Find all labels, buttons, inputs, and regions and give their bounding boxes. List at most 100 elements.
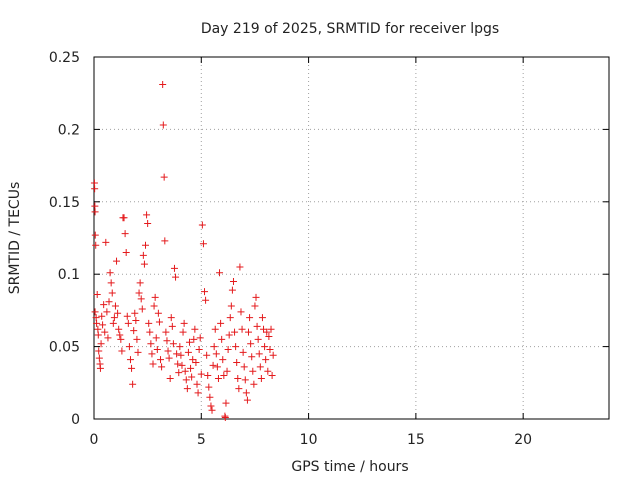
data-point-100 <box>185 338 193 346</box>
data-point-165 <box>254 335 262 343</box>
data-point-104 <box>190 335 198 343</box>
data-point-54 <box>137 295 145 303</box>
data-point-53 <box>136 279 144 287</box>
grid <box>94 57 609 419</box>
data-point-39 <box>121 230 129 238</box>
data-point-86 <box>170 264 178 272</box>
data-point-118 <box>205 383 213 391</box>
y-tick-label-3: 0.15 <box>49 195 80 211</box>
data-point-83 <box>167 314 175 322</box>
axis-ticks: 0 5 10 15 20 0 0.05 0.1 0.15 0.2 0.25 <box>49 50 609 448</box>
data-point-15 <box>96 364 104 372</box>
data-point-138 <box>225 331 233 339</box>
data-point-13 <box>95 354 103 362</box>
data-point-112 <box>198 221 206 229</box>
data-point-146 <box>234 374 242 382</box>
data-point-36 <box>118 347 126 355</box>
data-point-5 <box>92 241 100 249</box>
y-tick-label-0: 0 <box>71 412 80 428</box>
data-point-21 <box>102 238 110 246</box>
data-point-98 <box>183 385 191 393</box>
data-point-115 <box>202 296 210 304</box>
data-point-18 <box>99 321 107 329</box>
data-point-172 <box>262 356 270 364</box>
data-point-77 <box>161 237 169 245</box>
data-point-22 <box>103 308 111 316</box>
data-point-32 <box>114 309 122 317</box>
data-point-122 <box>209 361 217 369</box>
data-point-25 <box>106 269 114 277</box>
data-point-6 <box>91 308 99 316</box>
y-axis-label: SRMTID / TECUs <box>7 182 23 295</box>
data-point-17 <box>98 312 106 320</box>
data-point-48 <box>131 309 139 317</box>
data-point-168 <box>257 374 265 382</box>
data-point-27 <box>108 289 116 297</box>
data-point-51 <box>134 348 142 356</box>
data-point-79 <box>163 337 171 345</box>
data-point-91 <box>176 343 184 351</box>
data-point-64 <box>148 350 156 358</box>
data-point-142 <box>229 277 237 285</box>
data-point-117 <box>204 372 212 380</box>
data-point-19 <box>100 301 108 309</box>
data-point-161 <box>250 380 258 388</box>
data-point-92 <box>177 351 185 359</box>
data-point-103 <box>189 356 197 364</box>
data-point-26 <box>107 279 115 287</box>
data-point-102 <box>188 373 196 381</box>
data-point-147 <box>235 385 243 393</box>
data-point-169 <box>258 314 266 322</box>
data-point-44 <box>126 356 134 364</box>
x-tick-label-2: 10 <box>300 432 318 448</box>
data-point-158 <box>247 340 255 348</box>
data-point-125 <box>212 350 220 358</box>
data-point-9 <box>93 290 101 298</box>
y-tick-label-1: 0.05 <box>49 340 80 356</box>
data-point-113 <box>199 240 207 248</box>
data-point-139 <box>226 314 234 322</box>
data-point-157 <box>246 314 254 322</box>
data-point-3 <box>91 208 99 216</box>
data-point-130 <box>218 335 226 343</box>
data-point-4 <box>91 231 99 239</box>
data-point-153 <box>241 376 249 384</box>
data-point-94 <box>179 328 187 336</box>
data-point-116 <box>203 351 211 359</box>
data-point-43 <box>125 343 133 351</box>
data-point-45 <box>128 364 136 372</box>
data-point-41 <box>123 312 131 320</box>
data-point-137 <box>224 345 232 353</box>
data-point-49 <box>132 317 140 325</box>
data-point-81 <box>165 354 173 362</box>
data-point-148 <box>236 263 244 271</box>
data-point-152 <box>240 363 248 371</box>
x-tick-label-4: 20 <box>514 432 532 448</box>
data-point-140 <box>227 302 235 310</box>
data-point-55 <box>138 305 146 313</box>
data-point-46 <box>129 380 137 388</box>
data-point-95 <box>180 319 188 327</box>
data-point-171 <box>261 343 269 351</box>
data-point-60 <box>144 220 152 228</box>
data-point-59 <box>143 211 151 219</box>
data-point-34 <box>116 331 124 339</box>
data-point-74 <box>159 81 167 89</box>
data-point-84 <box>168 322 176 330</box>
data-point-154 <box>242 389 250 397</box>
data-point-149 <box>237 308 245 316</box>
data-point-110 <box>196 334 204 342</box>
x-tick-label-3: 15 <box>407 432 425 448</box>
data-point-132 <box>220 372 228 380</box>
data-point-12 <box>95 347 103 355</box>
data-point-167 <box>256 363 264 371</box>
x-axis-label: GPS time / hours <box>291 459 408 475</box>
data-point-76 <box>160 173 168 181</box>
data-point-58 <box>142 241 149 249</box>
data-point-109 <box>195 345 203 353</box>
data-point-114 <box>201 288 209 296</box>
data-point-57 <box>140 260 148 268</box>
data-point-56 <box>139 251 147 259</box>
data-point-24 <box>105 298 113 306</box>
